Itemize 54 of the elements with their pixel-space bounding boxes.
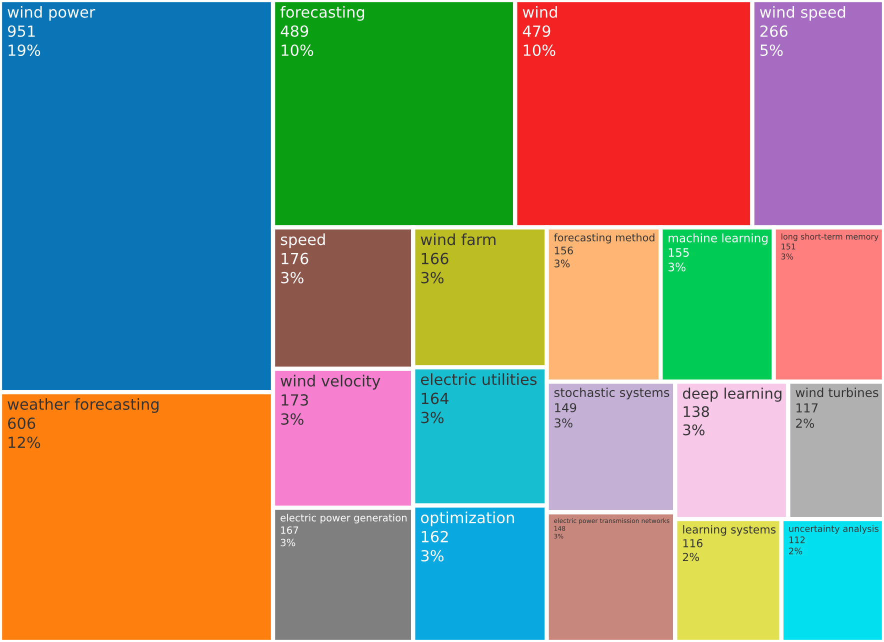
text: 3% bbox=[421, 412, 444, 424]
data-label: 176 bbox=[282, 252, 308, 264]
data-label: 173 bbox=[282, 394, 308, 406]
data-label: 167 bbox=[281, 526, 298, 534]
category-label: wind bbox=[522, 6, 557, 18]
data-label: 166 bbox=[422, 252, 448, 264]
text: 2% bbox=[789, 548, 802, 554]
data-label: 164 bbox=[422, 392, 448, 404]
category-label: forecasting method bbox=[554, 233, 654, 244]
category-label: learning systems bbox=[683, 525, 776, 536]
text: 3% bbox=[554, 418, 572, 428]
text: 3% bbox=[668, 262, 686, 272]
data-label: 117 bbox=[796, 403, 818, 412]
text: 3% bbox=[280, 538, 296, 546]
text: 19% bbox=[8, 44, 40, 56]
category-label: wind speed bbox=[760, 6, 846, 21]
data-label: 156 bbox=[554, 246, 573, 254]
category-label: optimization bbox=[420, 511, 514, 526]
text: 5% bbox=[760, 44, 783, 56]
text: 12% bbox=[8, 436, 40, 448]
category-label: weather forecasting bbox=[8, 398, 158, 413]
text: 2% bbox=[796, 418, 814, 428]
data-label: 606 bbox=[8, 417, 36, 430]
text: 2% bbox=[682, 552, 700, 562]
data-label: 951 bbox=[8, 25, 35, 37]
category-label: machine learning bbox=[668, 233, 768, 245]
category-label: uncertainty analysis bbox=[789, 525, 878, 534]
text: 3% bbox=[281, 413, 304, 425]
category-label: wind velocity bbox=[280, 374, 380, 390]
data-label: 479 bbox=[522, 25, 550, 37]
category-label: speed bbox=[280, 233, 325, 248]
category-label: deep learning bbox=[682, 388, 782, 402]
data-label: 266 bbox=[760, 25, 788, 37]
data-label: 149 bbox=[555, 403, 576, 412]
category-label: wind farm bbox=[420, 233, 496, 246]
data-label: 116 bbox=[683, 539, 702, 548]
text: 3% bbox=[281, 272, 304, 284]
text: 3% bbox=[683, 424, 704, 436]
data-label: 155 bbox=[668, 248, 689, 257]
text: 10% bbox=[282, 44, 314, 56]
category-label: electric power generation bbox=[280, 514, 407, 524]
data-label: 112 bbox=[789, 536, 805, 544]
text: 3% bbox=[554, 260, 570, 268]
text: 3% bbox=[421, 550, 444, 562]
category-label: wind turbines bbox=[796, 388, 878, 398]
category-label: forecasting bbox=[280, 6, 364, 21]
category-label: wind power bbox=[8, 6, 96, 21]
text: 10% bbox=[524, 44, 556, 56]
category-label: stochastic systems bbox=[554, 388, 670, 400]
data-label: 489 bbox=[280, 25, 308, 37]
category-label: electric utilities bbox=[420, 373, 537, 386]
text: 3% bbox=[421, 272, 444, 284]
data-label: 138 bbox=[684, 406, 709, 418]
data-label: 162 bbox=[422, 530, 448, 542]
